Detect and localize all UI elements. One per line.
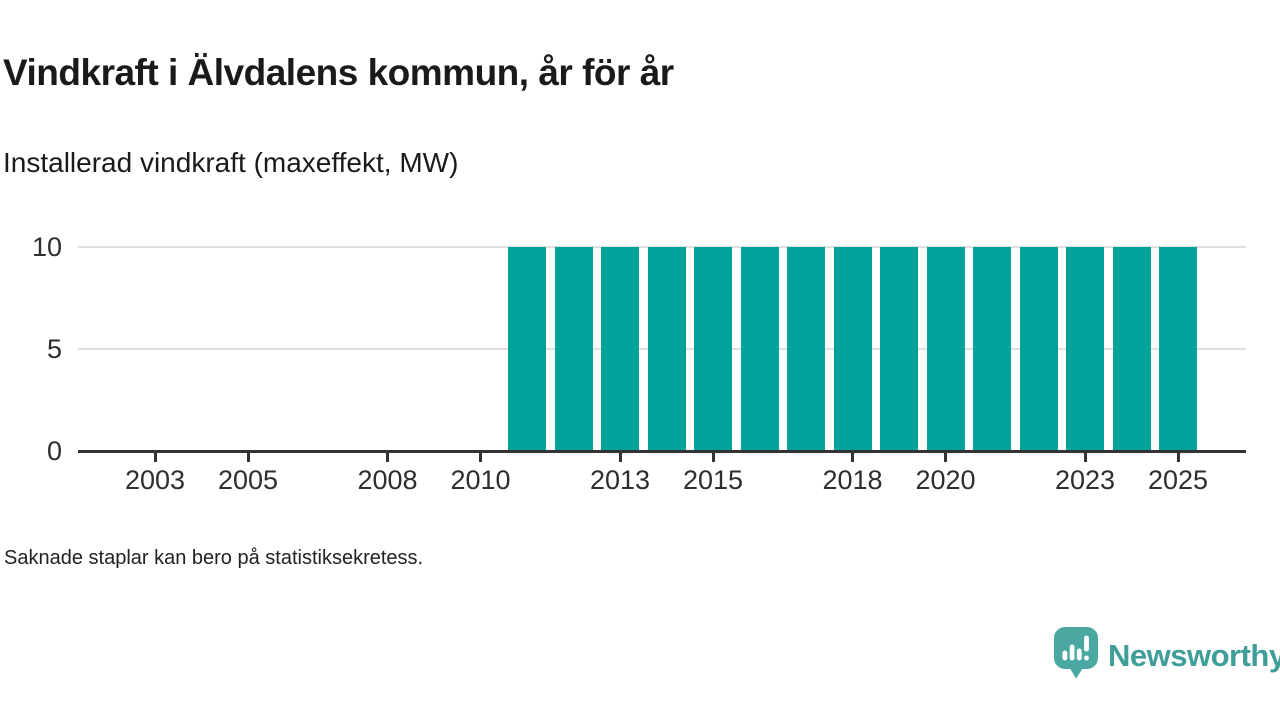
- x-axis-label-2005: 2005: [217, 465, 279, 495]
- x-axis-tick-2023: [1083, 452, 1087, 462]
- x-axis-tick-2010: [479, 452, 482, 462]
- x-axis-tick-2025: [1176, 452, 1180, 462]
- bar-2022: [1019, 247, 1058, 451]
- bar-2020: [926, 247, 965, 451]
- x-axis-label-2008: 2008: [357, 465, 418, 495]
- x-axis-label-2015: 2015: [682, 465, 744, 495]
- bar-2025: [1159, 247, 1197, 451]
- x-axis-line: [78, 450, 1246, 453]
- x-axis-label-2010: 2010: [450, 465, 511, 495]
- bar-2024: [1112, 247, 1151, 451]
- x-axis-label-2023: 2023: [1054, 465, 1116, 495]
- x-axis-label-2020: 2020: [915, 465, 976, 495]
- chart-footnote: Saknade staplar kan bero på statistiksek…: [4, 547, 424, 569]
- bar-2011: [508, 247, 546, 451]
- bar-2017: [787, 247, 825, 451]
- x-axis-tick-2018: [851, 452, 854, 462]
- x-axis-label-2013: 2013: [589, 465, 651, 495]
- x-axis-label-2003: 2003: [124, 465, 186, 495]
- x-axis-label-2018: 2018: [822, 465, 883, 495]
- newsworthy-wordmark: Newsworthy: [1108, 637, 1280, 673]
- chart-subtitle: Installerad vindkraft (maxeffekt, MW): [3, 147, 459, 178]
- bar-2023: [1066, 247, 1104, 451]
- x-axis-label-2025: 2025: [1147, 465, 1209, 495]
- page-title: Vindkraft i Älvdalens kommun, år för år: [3, 52, 674, 93]
- bar-chart-speech-bubble-icon: [1054, 627, 1098, 684]
- newsworthy-logo: Newsworthy: [1054, 627, 1280, 684]
- x-axis-tick-2020: [944, 452, 947, 462]
- x-axis-tick-2013: [618, 452, 622, 462]
- bar-2012: [554, 247, 593, 451]
- bar-2016: [740, 247, 779, 451]
- bar-2021: [973, 247, 1011, 451]
- x-axis-tick-2008: [386, 452, 389, 462]
- x-axis-tick-2015: [711, 452, 715, 462]
- bar-2013: [601, 247, 639, 451]
- x-axis-tick-2005: [246, 452, 250, 462]
- y-axis-label-5: 5: [46, 334, 62, 364]
- bar-2019: [880, 247, 918, 451]
- bar-2014: [647, 247, 686, 451]
- x-axis-tick-2003: [153, 452, 157, 462]
- bar-2018: [833, 247, 872, 451]
- y-axis-label-0: 0: [46, 436, 62, 466]
- y-axis-label-10: 10: [31, 232, 62, 262]
- bar-2015: [694, 247, 732, 451]
